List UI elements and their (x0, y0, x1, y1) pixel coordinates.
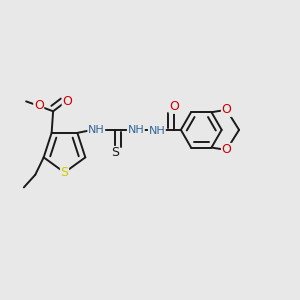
Text: NH: NH (148, 126, 165, 136)
Text: O: O (221, 103, 231, 116)
Text: O: O (62, 95, 72, 108)
Text: NH: NH (88, 125, 105, 135)
Text: NH: NH (128, 125, 144, 135)
Text: O: O (221, 143, 231, 156)
Text: S: S (112, 146, 119, 160)
Text: O: O (169, 100, 179, 113)
Text: O: O (34, 99, 44, 112)
Text: S: S (61, 166, 68, 179)
